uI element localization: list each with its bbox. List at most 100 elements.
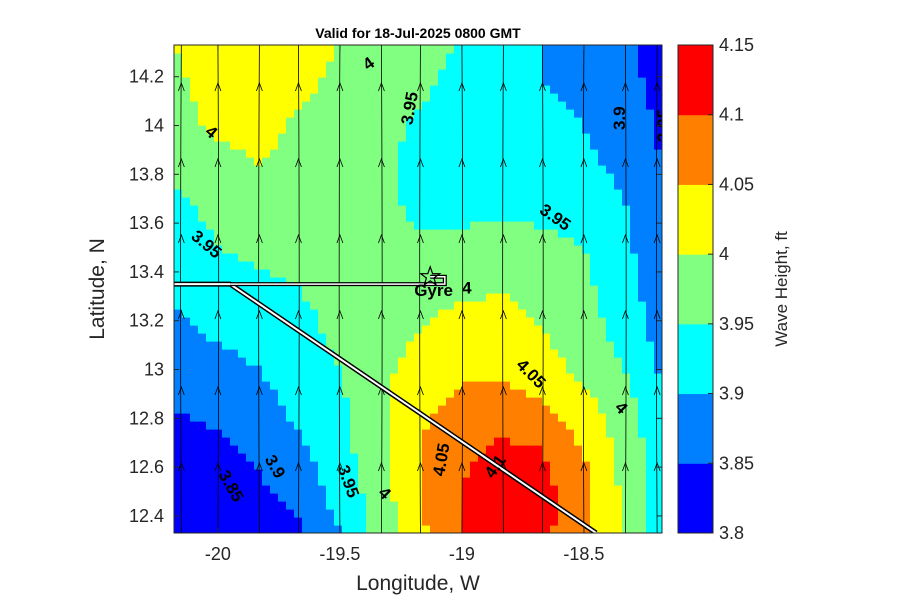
- contour-cell: [630, 397, 639, 406]
- contour-cell: [534, 69, 543, 78]
- contour-cell: [518, 373, 527, 382]
- contour-cell: [558, 389, 567, 398]
- contour-cell: [334, 269, 343, 278]
- contour-cell: [534, 373, 543, 382]
- contour-cell: [318, 373, 327, 382]
- contour-cell: [430, 69, 439, 78]
- current-arrowhead: [256, 81, 263, 92]
- contour-cell: [246, 93, 255, 102]
- contour-cell: [654, 301, 662, 310]
- contour-cell: [390, 277, 399, 286]
- contour-cell: [222, 197, 231, 206]
- contour-cell: [590, 101, 599, 110]
- contour-cell: [190, 237, 199, 246]
- contour-cell: [582, 101, 591, 110]
- contour-cell: [574, 453, 583, 462]
- contour-cell: [550, 389, 559, 398]
- contour-cell: [494, 357, 503, 366]
- contour-cell: [510, 213, 519, 222]
- contour-cell: [254, 397, 263, 406]
- contour-cell: [566, 525, 575, 533]
- contour-cell: [446, 469, 455, 478]
- contour-cell: [654, 237, 662, 246]
- contour-cell: [254, 469, 263, 478]
- contour-cell: [270, 413, 279, 422]
- contour-cell: [182, 349, 191, 358]
- contour-cell: [310, 77, 319, 86]
- contour-cell: [606, 373, 615, 382]
- contour-cell: [574, 45, 583, 54]
- contour-cell: [262, 293, 271, 302]
- contour-cell: [590, 61, 599, 70]
- contour-cell: [574, 149, 583, 158]
- current-arrowhead: [214, 233, 222, 244]
- contour-cell: [238, 173, 247, 182]
- contour-cell: [542, 477, 551, 486]
- contour-cell: [558, 181, 567, 190]
- contour-cell: [334, 61, 343, 70]
- contour-cell: [438, 125, 447, 134]
- contour-cell: [406, 181, 415, 190]
- contour-cell: [462, 349, 471, 358]
- contour-cell: [382, 141, 391, 150]
- contour-cell: [494, 197, 503, 206]
- contour-cell: [590, 173, 599, 182]
- contour-cell: [478, 397, 487, 406]
- contour-cell: [550, 133, 559, 142]
- contour-cell: [566, 397, 575, 406]
- contour-cell: [494, 421, 503, 430]
- contour-cell: [438, 77, 447, 86]
- contour-cell: [478, 365, 487, 374]
- contour-cell: [358, 493, 367, 502]
- contour-cell: [374, 261, 383, 270]
- contour-cell: [630, 237, 639, 246]
- contour-cell: [590, 301, 599, 310]
- contour-cell: [342, 437, 351, 446]
- contour-cell: [630, 173, 639, 182]
- contour-cell: [526, 365, 535, 374]
- contour-cell: [470, 213, 479, 222]
- contour-cell: [438, 413, 447, 422]
- contour-cell: [254, 197, 263, 206]
- contour-cell: [542, 45, 551, 54]
- contour-cell: [246, 493, 255, 502]
- contour-cell: [438, 261, 447, 270]
- current-arrowhead: [622, 81, 629, 92]
- contour-cell: [390, 517, 399, 526]
- contour-cell: [262, 413, 271, 422]
- contour-cell: [222, 341, 231, 350]
- contour-cell: [646, 373, 655, 382]
- contour-cell: [414, 229, 423, 238]
- contour-cell: [334, 85, 343, 94]
- contour-cell: [350, 445, 359, 454]
- contour-cell: [606, 205, 615, 214]
- x-tick-label: -19.5: [319, 544, 360, 564]
- contour-cell: [446, 493, 455, 502]
- contour-cell: [630, 229, 639, 238]
- contour-cell: [494, 269, 503, 278]
- contour-cell: [230, 301, 239, 310]
- contour-cell: [534, 517, 543, 526]
- contour-cell: [598, 165, 607, 174]
- contour-cell: [462, 45, 471, 54]
- colorbar-swatch: [678, 323, 713, 395]
- contour-cell: [326, 485, 335, 494]
- contour-cell: [342, 109, 351, 118]
- contour-cell: [598, 309, 607, 318]
- contour-cell: [286, 349, 295, 358]
- contour-cell: [542, 325, 551, 334]
- contour-cell: [198, 285, 207, 294]
- contour-cell: [302, 413, 311, 422]
- contour-cell: [326, 45, 335, 54]
- contour-cell: [230, 141, 239, 150]
- contour-cell: [198, 413, 207, 422]
- contour-cell: [534, 205, 543, 214]
- contour-cell: [654, 197, 662, 206]
- contour-cell: [310, 501, 319, 510]
- contour-cell: [606, 501, 615, 510]
- contour-cell: [222, 165, 231, 174]
- contour-cell: [422, 101, 431, 110]
- contour-cell: [222, 469, 231, 478]
- contour-cell: [342, 397, 351, 406]
